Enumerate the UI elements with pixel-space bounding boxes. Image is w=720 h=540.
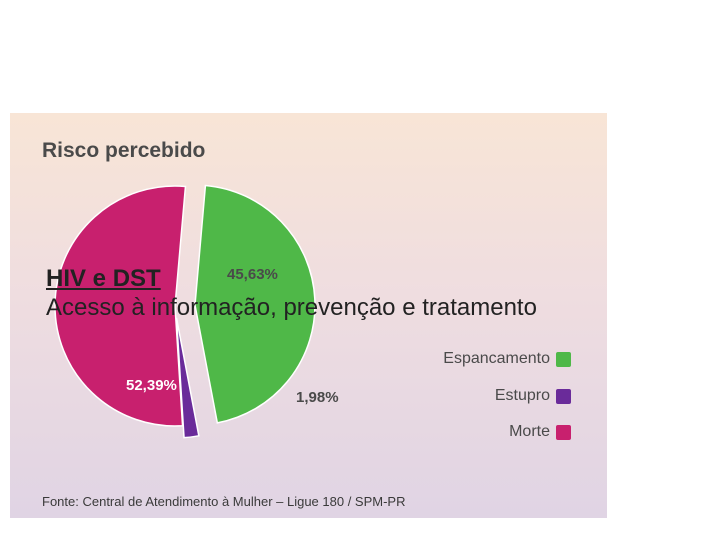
legend-item-morte: Morte bbox=[509, 423, 571, 441]
slide-heading: HIV e DST bbox=[46, 265, 161, 292]
legend-swatch-espancamento bbox=[556, 351, 571, 367]
slice-morte bbox=[54, 185, 187, 427]
legend-swatch-estupro bbox=[556, 388, 571, 404]
slide-body: Acesso à informação, prevenção e tratame… bbox=[46, 293, 537, 321]
label-morte: 52,39% bbox=[126, 377, 177, 394]
legend-swatch-morte bbox=[556, 424, 571, 440]
legend-item-estupro: Estupro bbox=[495, 387, 571, 405]
slice-espancamento bbox=[194, 184, 316, 424]
legend-item-espancamento: Espancamento bbox=[443, 350, 571, 368]
label-estupro: 1,98% bbox=[296, 389, 339, 406]
legend-label-morte: Morte bbox=[509, 423, 550, 440]
chart-title: Risco percebido bbox=[42, 139, 206, 162]
slice-estupro bbox=[175, 317, 200, 439]
chart-card: Risco percebido 45,63% 1,98% 52,39% Espanc… bbox=[10, 113, 607, 518]
chart-source: Fonte: Central de Atendimento à Mulher –… bbox=[42, 494, 406, 509]
legend-label-espancamento: Espancamento bbox=[443, 350, 550, 367]
pie-chart: 45,63% 1,98% 52,39% bbox=[54, 184, 339, 439]
slide-text: HIV e DST Acesso à informação, prevenção… bbox=[46, 265, 570, 323]
legend-label-estupro: Estupro bbox=[494, 387, 550, 404]
label-espancamento: 45,63% bbox=[227, 266, 278, 283]
